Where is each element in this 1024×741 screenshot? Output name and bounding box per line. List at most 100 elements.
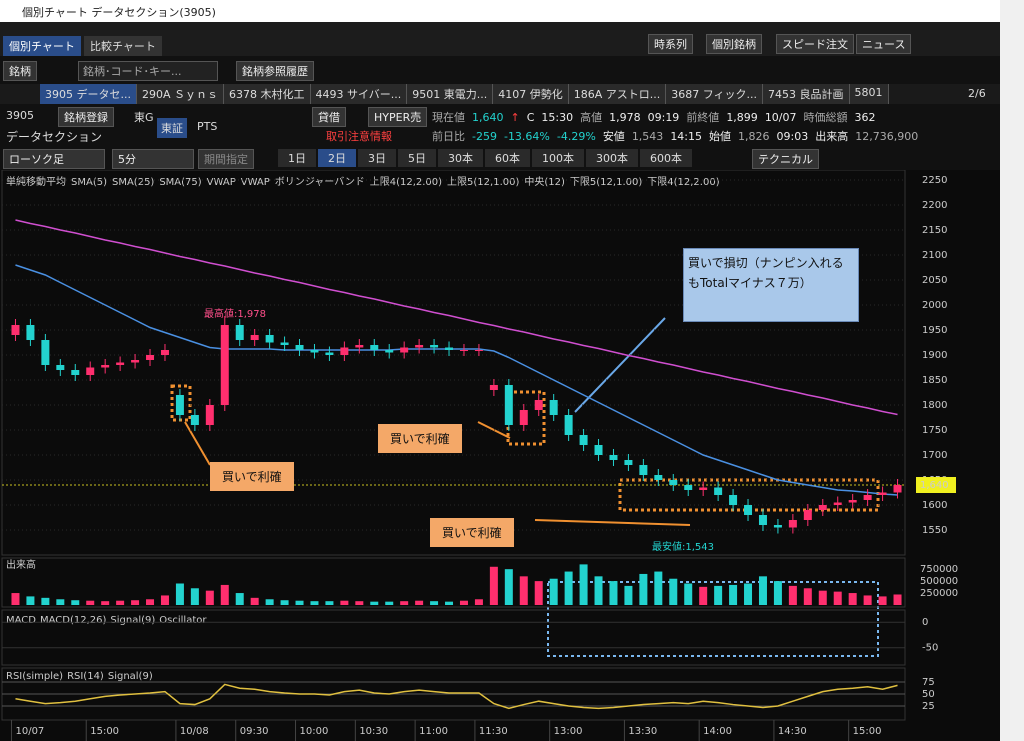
- y-tick-label: 1950: [922, 325, 947, 336]
- arrow: [574, 317, 666, 413]
- volume-bar: [684, 583, 693, 605]
- period-button[interactable]: 5日: [398, 149, 436, 167]
- toolbar-button[interactable]: スピード注文: [776, 34, 854, 54]
- candle-body: [325, 352, 334, 355]
- period-button[interactable]: 600本: [640, 149, 692, 167]
- candle-body: [11, 325, 20, 335]
- title-bar: [0, 0, 1000, 22]
- stock-tab[interactable]: 186A アストロ...: [568, 84, 667, 104]
- stock-tab[interactable]: 290A Ｓｙｎｓ: [136, 84, 225, 104]
- volume-bar: [594, 576, 603, 605]
- app-window: 個別チャート データセクション(3905) 個別チャート 比較チャート 時系列 …: [0, 0, 1000, 741]
- volume-bar: [729, 584, 738, 605]
- stock-tab[interactable]: 9501 東電力...: [407, 84, 494, 104]
- range[interactable]: 期間指定: [198, 149, 254, 169]
- candle-body: [594, 445, 603, 455]
- register-button[interactable]: 銘柄登録: [58, 107, 114, 127]
- stock-tab[interactable]: 4107 伊勢化: [493, 84, 569, 104]
- candle-body: [280, 342, 289, 345]
- chart-kind[interactable]: ローソク足: [3, 149, 105, 169]
- window-title: 個別チャート データセクション(3905): [22, 6, 216, 19]
- volume-bar: [669, 578, 678, 605]
- candle-body: [385, 350, 394, 353]
- toolbar-button[interactable]: ニュース: [856, 34, 912, 54]
- pane-label: MACD: [6, 615, 36, 626]
- candle-body: [101, 365, 110, 368]
- y-tick-label: 1550: [922, 525, 947, 536]
- high-label: 最高値:1,978: [204, 309, 266, 320]
- volume-bar: [639, 573, 648, 605]
- candle-body: [654, 475, 663, 480]
- search-input[interactable]: 銘柄･コード･キー...: [78, 61, 218, 81]
- y-tick-label: 1850: [922, 375, 947, 386]
- quote-field: 高値: [580, 111, 603, 124]
- toolbar-button[interactable]: 時系列: [648, 34, 693, 54]
- technical-button[interactable]: テクニカル: [752, 149, 819, 169]
- volume-bar: [714, 585, 723, 605]
- warning[interactable]: 取引注意情報: [326, 130, 392, 143]
- period-button[interactable]: 100本: [532, 149, 584, 167]
- toolbar-button[interactable]: 個別銘柄: [706, 34, 762, 54]
- candle-body: [788, 520, 797, 528]
- volume-bar: [370, 601, 379, 605]
- candle-body: [445, 347, 454, 350]
- y-tick-label: 1750: [922, 425, 947, 436]
- volume-bar: [833, 591, 842, 605]
- stock-tab[interactable]: 6378 木村化工: [224, 84, 311, 104]
- volume-bar: [519, 576, 528, 605]
- volume-bar: [280, 600, 289, 605]
- volume-bar: [56, 599, 65, 605]
- period-buttons: 1日 2日 3日 5日 30本 60本 100本 300本 600本: [278, 149, 692, 167]
- y-tick-label: 2000: [922, 300, 947, 311]
- stock-tab[interactable]: 5801: [849, 84, 889, 104]
- volume-bar: [564, 571, 573, 605]
- volume-bar: [26, 596, 35, 605]
- candle-body: [160, 350, 169, 355]
- volume-bar: [190, 588, 199, 605]
- candle-body: [474, 350, 483, 351]
- exchange[interactable]: 東証: [157, 118, 187, 138]
- candle-body: [504, 385, 513, 425]
- candle-body: [639, 465, 648, 475]
- candle-body: [669, 480, 678, 485]
- volume-bar: [445, 601, 454, 605]
- quote-field: 前日比: [432, 130, 465, 143]
- period-button[interactable]: 3日: [358, 149, 396, 167]
- period-button[interactable]: 1日: [278, 149, 316, 167]
- candle-body: [235, 325, 244, 340]
- volume-bar: [459, 600, 468, 605]
- quote-field: -13.64%: [503, 130, 550, 143]
- volume-bar: [146, 599, 155, 605]
- arrow: [184, 421, 211, 466]
- candle-body: [758, 515, 767, 525]
- volume-bar: [818, 590, 827, 605]
- volume-bar: [744, 583, 753, 605]
- x-tick-label: 13:00: [554, 726, 583, 737]
- history-button[interactable]: 銘柄参照履歴: [236, 61, 314, 81]
- period-button[interactable]: 30本: [438, 149, 483, 167]
- search-label[interactable]: 銘柄: [3, 61, 37, 81]
- candle-body: [729, 495, 738, 505]
- y-tick-label: 2250: [922, 175, 947, 186]
- tab[interactable]: 個別チャート: [3, 36, 81, 56]
- volume-bar: [175, 583, 184, 605]
- period-button[interactable]: 60本: [485, 149, 530, 167]
- candle-body: [190, 415, 199, 425]
- quote-field: 始値: [709, 130, 732, 143]
- interval[interactable]: 5分: [112, 149, 194, 169]
- volume-bar: [893, 594, 902, 605]
- stock-tab[interactable]: 7453 良品計画: [763, 84, 850, 104]
- stock-tab[interactable]: 4493 サイバー...: [310, 84, 408, 104]
- stock-tab[interactable]: 3687 フィック...: [666, 84, 764, 104]
- volume-bar: [803, 588, 812, 605]
- stock-tab[interactable]: 3905 データセ...: [40, 84, 137, 104]
- y-tick-label: 0: [922, 617, 928, 628]
- volume-bar: [489, 566, 498, 605]
- tab[interactable]: 比較チャート: [84, 36, 162, 56]
- candle-body: [131, 360, 140, 363]
- y-tick-label: 1900: [922, 350, 947, 361]
- period-button[interactable]: 2日: [318, 149, 356, 167]
- period-button[interactable]: 300本: [586, 149, 638, 167]
- candle-body: [534, 400, 543, 410]
- exchange[interactable]: PTS: [197, 120, 218, 133]
